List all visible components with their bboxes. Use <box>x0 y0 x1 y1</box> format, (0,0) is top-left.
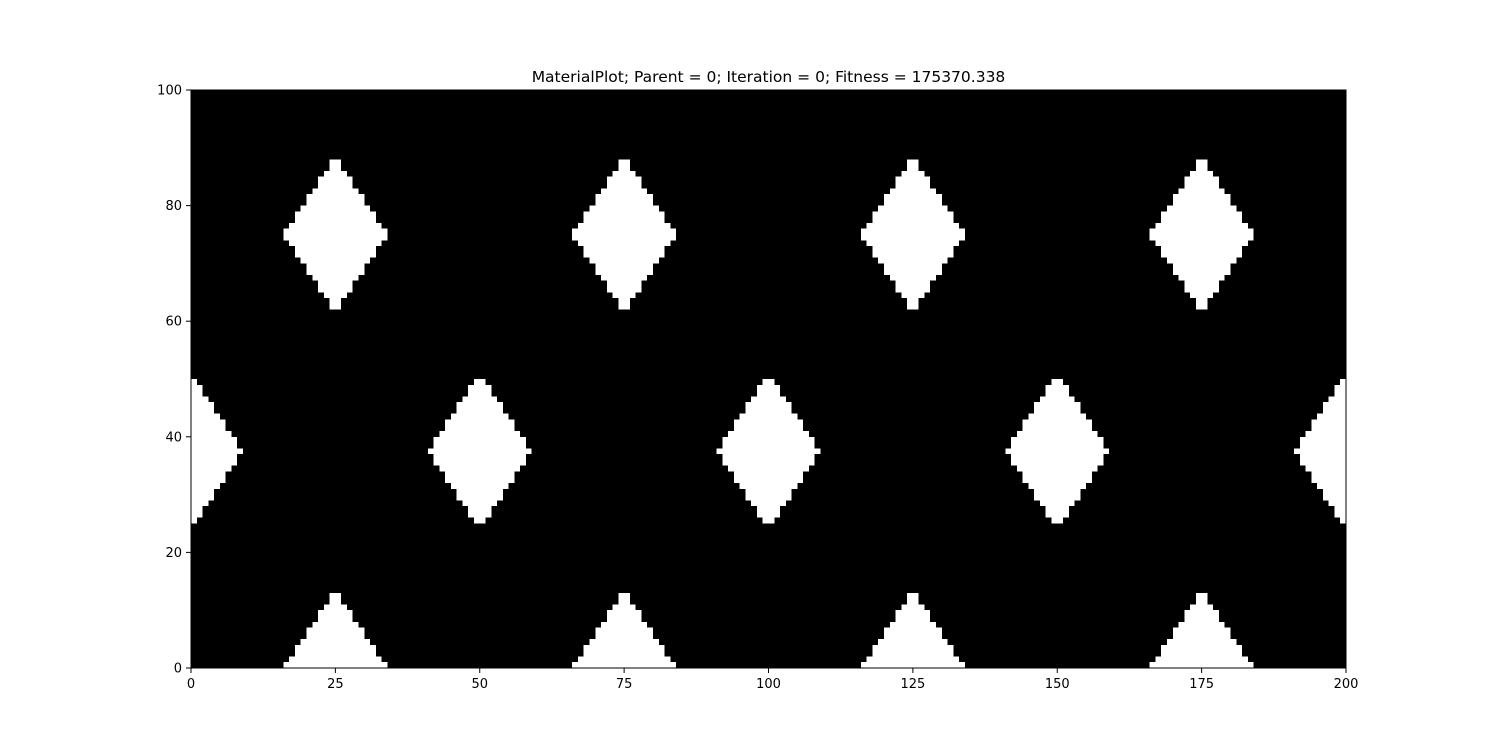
x-tick-label: 0 <box>187 677 195 692</box>
x-tick-label: 175 <box>1189 677 1214 692</box>
y-tick-label: 80 <box>165 199 182 214</box>
chart-title: MaterialPlot; Parent = 0; Iteration = 0;… <box>532 68 1006 86</box>
y-tick-label: 60 <box>165 315 182 330</box>
x-tick-label: 100 <box>756 677 781 692</box>
x-axis: 0 25 50 75 100 125 150 175 200 <box>187 668 1359 692</box>
x-tick-label: 125 <box>900 677 925 692</box>
y-tick-label: 20 <box>165 546 182 561</box>
x-tick-label: 200 <box>1334 677 1359 692</box>
x-tick-label: 25 <box>327 677 344 692</box>
x-tick-label: 75 <box>616 677 633 692</box>
y-tick-label: 0 <box>174 662 182 677</box>
x-tick-label: 50 <box>471 677 488 692</box>
material-heatmap <box>191 90 1346 668</box>
y-axis: 0 20 40 60 80 100 <box>157 84 191 677</box>
material-cells <box>191 90 1346 668</box>
y-tick-label: 100 <box>157 84 182 99</box>
y-tick-label: 40 <box>165 430 182 445</box>
x-tick-label: 150 <box>1045 677 1070 692</box>
